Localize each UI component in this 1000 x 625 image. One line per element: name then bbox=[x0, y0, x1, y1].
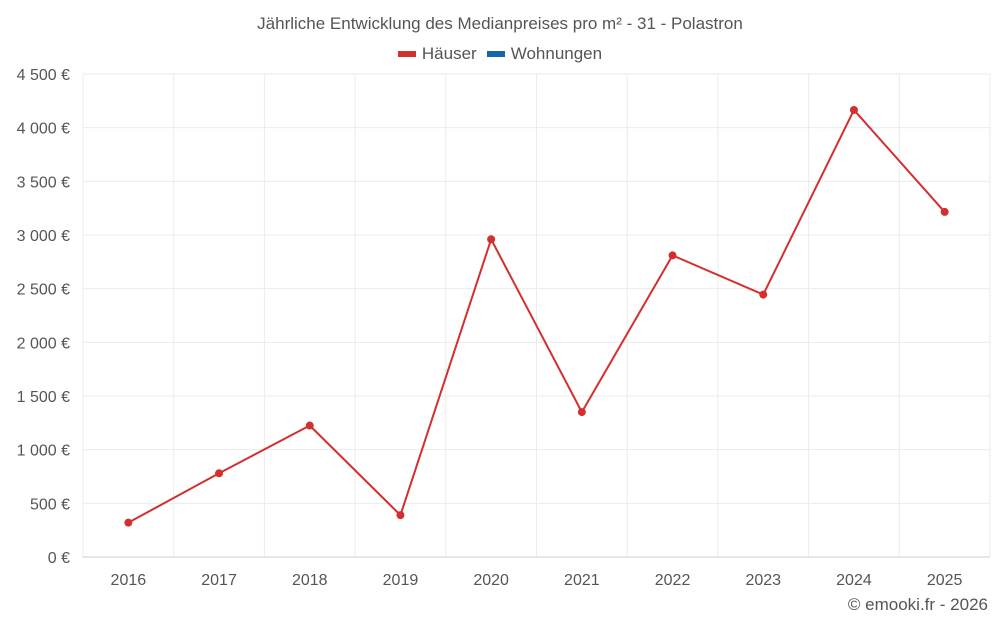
data-point bbox=[396, 511, 405, 520]
x-tick-label: 2023 bbox=[745, 572, 781, 589]
x-tick-label: 2025 bbox=[927, 572, 963, 589]
y-tick-label: 3 500 € bbox=[17, 174, 70, 191]
y-tick-label: 3 000 € bbox=[17, 228, 70, 245]
x-tick-label: 2021 bbox=[564, 572, 600, 589]
legend-label-wohnungen: Wohnungen bbox=[510, 44, 603, 63]
chart-legend: Häuser Wohnungen bbox=[0, 44, 1000, 64]
x-tick-label: 2024 bbox=[836, 572, 872, 589]
data-point bbox=[215, 469, 224, 478]
legend-label-haeuser: Häuser bbox=[421, 44, 477, 63]
x-tick-label: 2022 bbox=[655, 572, 691, 589]
legend-swatch-haeuser bbox=[397, 51, 416, 57]
data-point bbox=[577, 408, 586, 417]
x-tick-label: 2019 bbox=[383, 572, 419, 589]
legend-item-haeuser[interactable]: Häuser bbox=[397, 44, 477, 64]
legend-item-wohnungen[interactable]: Wohnungen bbox=[486, 44, 603, 64]
y-tick-label: 4 500 € bbox=[17, 67, 70, 84]
x-tick-label: 2018 bbox=[292, 572, 328, 589]
series-line-0 bbox=[127, 108, 946, 524]
credit-text: © emooki.fr - 2026 bbox=[847, 595, 988, 614]
y-tick-label: 1 000 € bbox=[17, 443, 70, 460]
data-point bbox=[759, 290, 768, 299]
data-point bbox=[487, 235, 496, 244]
data-point bbox=[124, 518, 133, 527]
chart-title: Jährliche Entwicklung des Medianpreises … bbox=[257, 14, 743, 33]
y-tick-label: 2 000 € bbox=[17, 335, 70, 352]
y-tick-label: 4 000 € bbox=[17, 121, 70, 138]
data-point bbox=[940, 207, 949, 216]
x-tick-label: 2016 bbox=[111, 572, 147, 589]
data-point bbox=[305, 421, 314, 430]
x-tick-label: 2017 bbox=[201, 572, 237, 589]
data-point bbox=[849, 105, 858, 114]
legend-swatch-wohnungen bbox=[486, 51, 505, 57]
y-tick-label: 2 500 € bbox=[17, 282, 70, 299]
x-tick-label: 2020 bbox=[473, 572, 509, 589]
data-point bbox=[668, 251, 677, 260]
y-tick-label: 500 € bbox=[30, 496, 70, 513]
y-tick-label: 1 500 € bbox=[17, 389, 70, 406]
y-tick-label: 0 € bbox=[48, 550, 70, 567]
